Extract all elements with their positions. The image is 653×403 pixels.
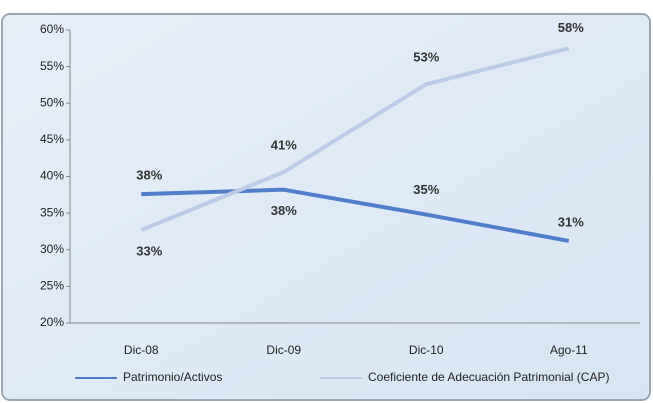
chart-frame [1, 13, 651, 401]
y-tick-label: 40% [40, 169, 64, 183]
x-tick-label: Dic-08 [124, 343, 159, 357]
series-line [140, 46, 570, 232]
y-tick-label: 45% [40, 132, 64, 146]
y-tick-label: 20% [40, 315, 64, 329]
y-tick-label: 30% [40, 242, 64, 256]
data-label: 33% [136, 243, 162, 258]
y-tick-label: 35% [40, 205, 64, 219]
y-tick-label: 60% [40, 22, 64, 36]
x-tick-label: Dic-09 [266, 343, 301, 357]
data-label: 41% [271, 138, 297, 153]
y-tick-label: 25% [40, 279, 64, 293]
x-tick-label: Ago-11 [550, 343, 588, 357]
data-label: 53% [413, 50, 439, 65]
legend-label: Patrimonio/Activos [123, 370, 222, 384]
data-label: 31% [558, 214, 584, 229]
data-label: 38% [136, 168, 162, 183]
data-label: 35% [413, 182, 439, 197]
series-line [141, 187, 570, 243]
data-label: 38% [271, 203, 297, 218]
x-tick-label: Dic-10 [409, 343, 444, 357]
legend-label: Coeficiente de Adecuación Patrimonial (C… [368, 370, 609, 384]
y-tick-label: 50% [40, 95, 64, 109]
data-label: 58% [558, 20, 584, 35]
y-tick-label: 55% [40, 59, 64, 73]
